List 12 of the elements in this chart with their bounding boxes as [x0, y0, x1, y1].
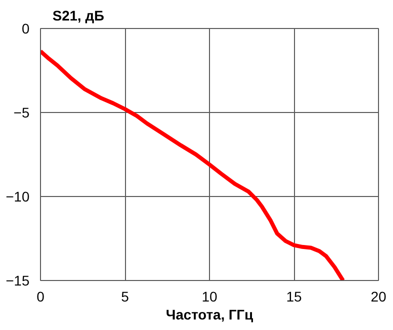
x-tick-label: 10 [202, 288, 218, 304]
y-tick-label: −15 [6, 272, 30, 288]
x-tick-label: 5 [121, 288, 130, 304]
x-tick-label: 0 [36, 288, 45, 304]
y-tick-label: 0 [22, 20, 30, 36]
x-tick-label: 20 [370, 288, 386, 304]
line-series [40, 49, 346, 280]
y-tick-label: −10 [6, 188, 30, 204]
x-tick-label: 15 [286, 288, 302, 304]
y-tick-label: −5 [14, 104, 30, 120]
y-axis-title: S21, дБ [52, 8, 104, 24]
x-axis-title: Частота, ГГц [166, 306, 254, 322]
